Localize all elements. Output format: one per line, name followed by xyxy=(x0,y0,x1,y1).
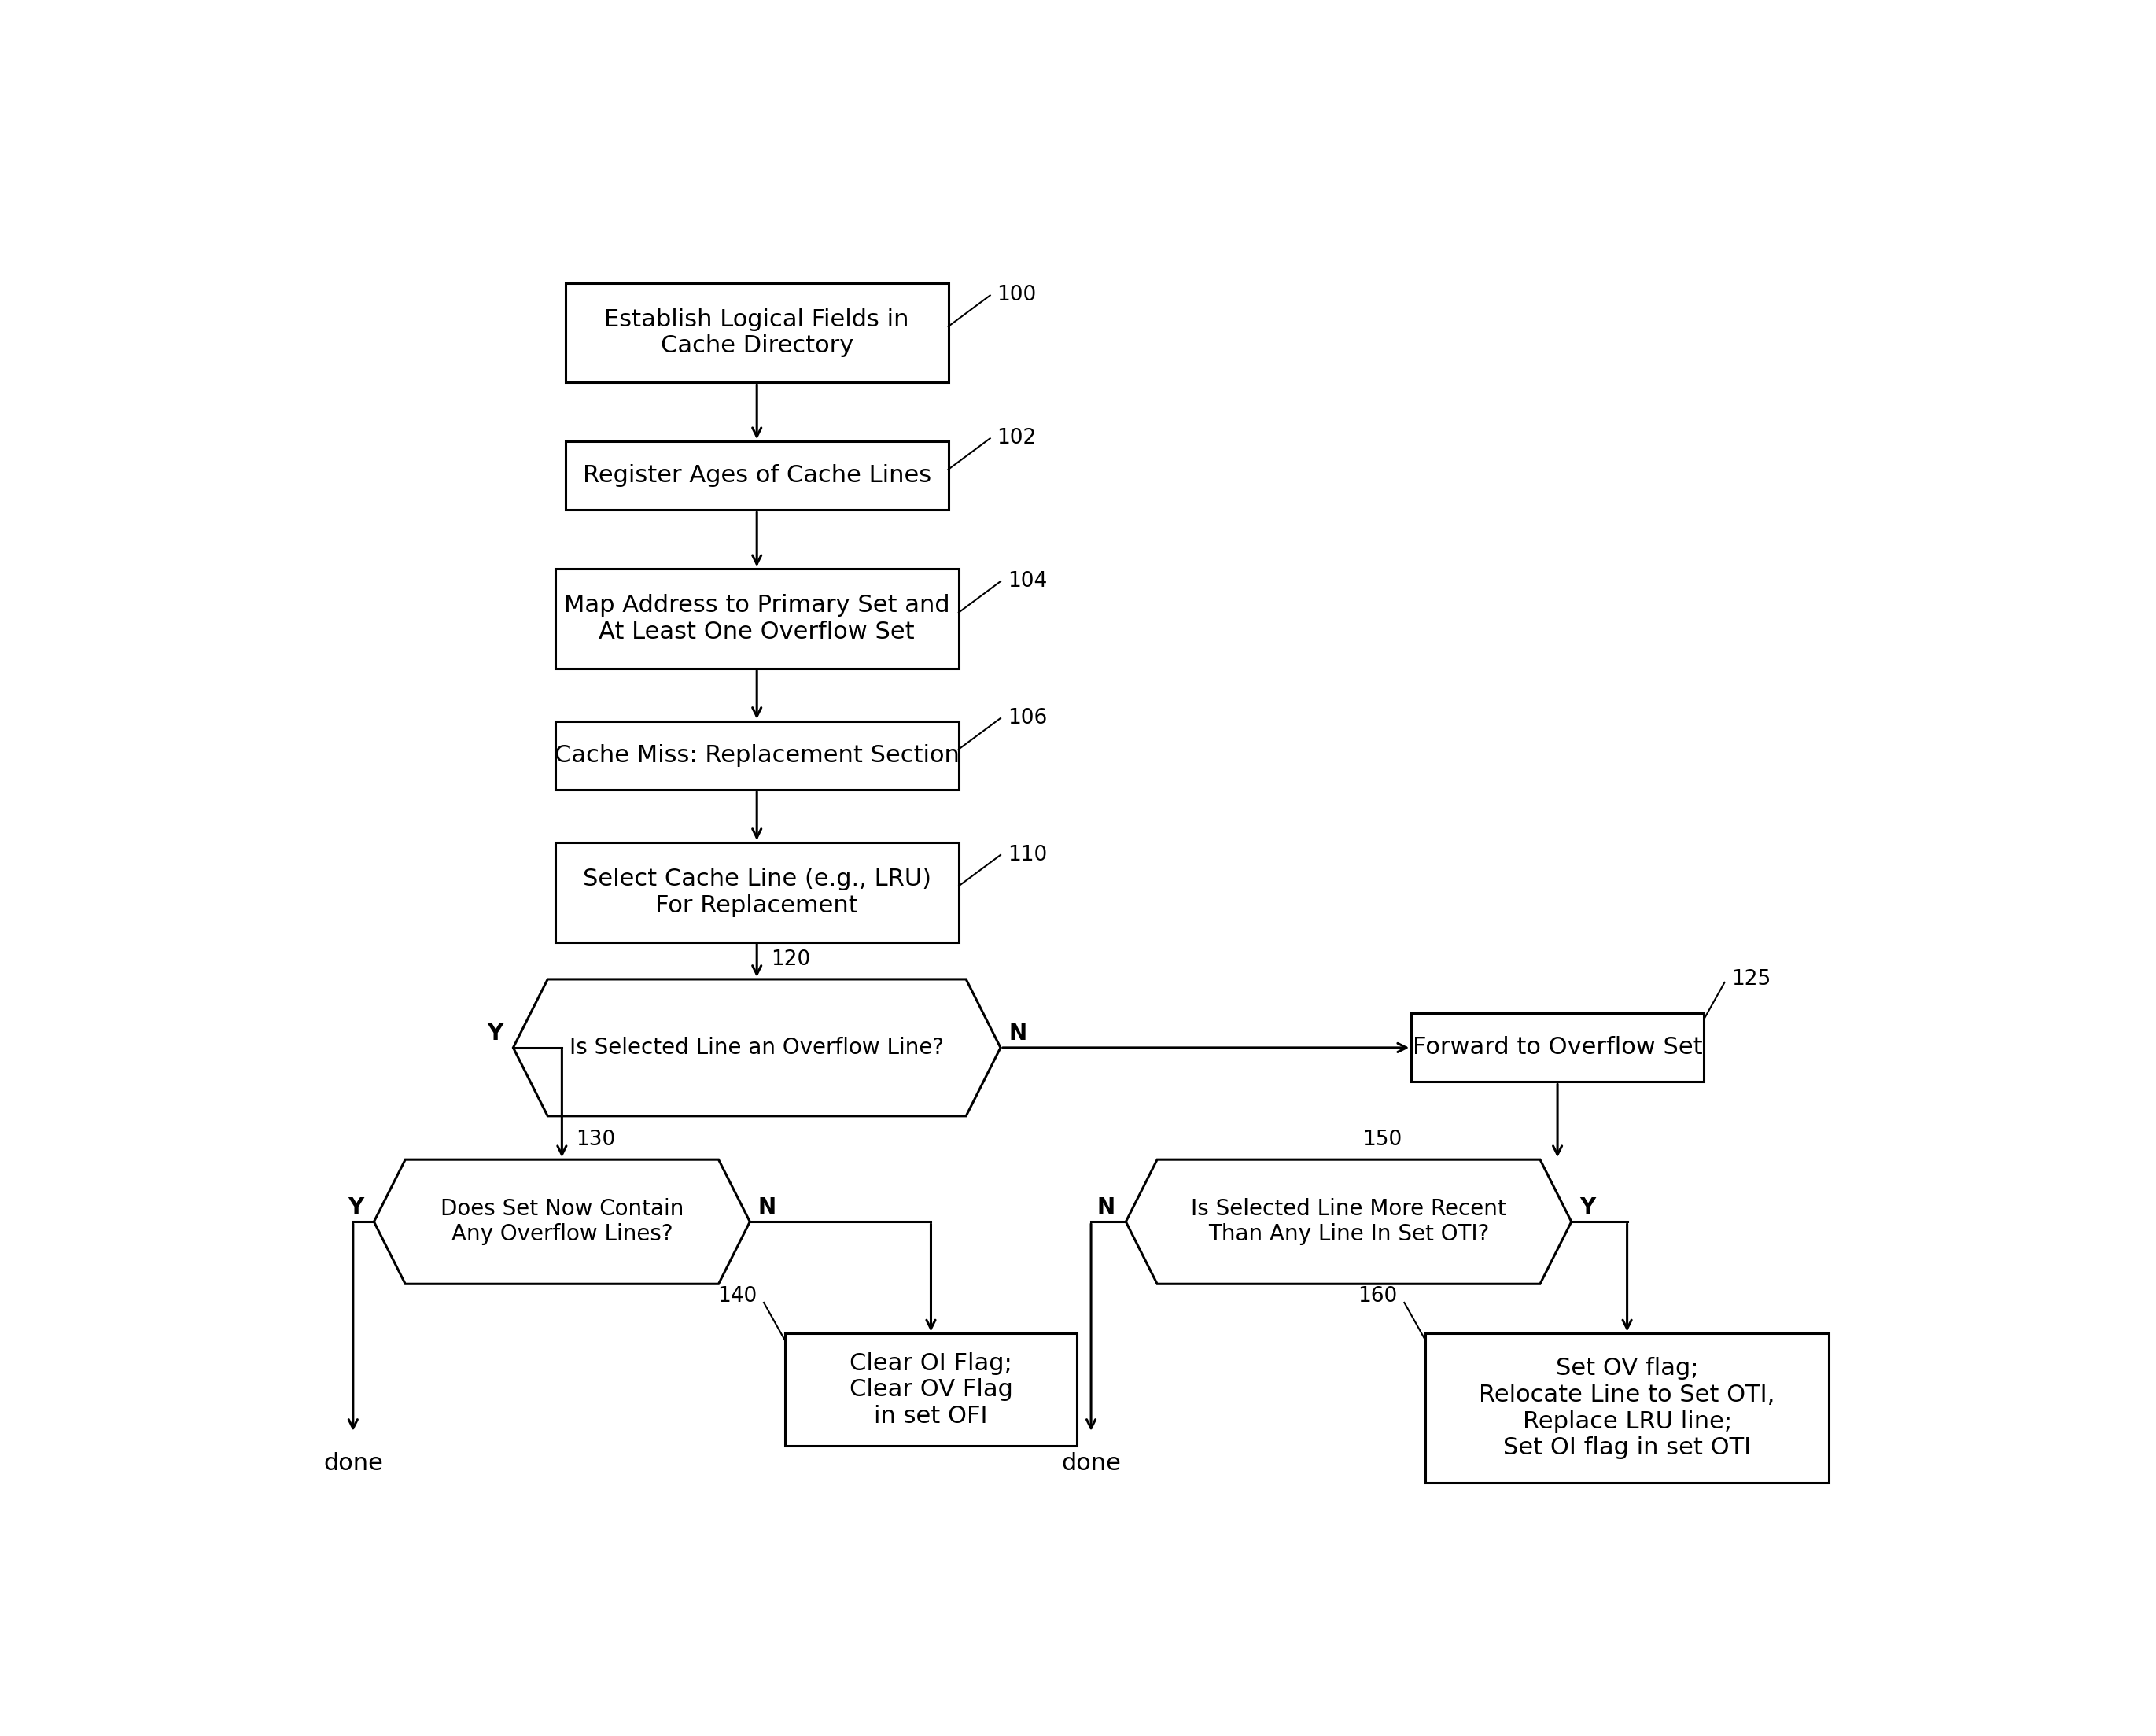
FancyBboxPatch shape xyxy=(554,569,959,668)
Polygon shape xyxy=(1125,1160,1572,1285)
Text: Set OV flag;
Relocate Line to Set OTI,
Replace LRU line;
Set OI flag in set OTI: Set OV flag; Relocate Line to Set OTI, R… xyxy=(1479,1358,1774,1460)
Text: Y: Y xyxy=(347,1196,364,1219)
FancyBboxPatch shape xyxy=(565,283,949,382)
Polygon shape xyxy=(513,979,1000,1116)
Text: Y: Y xyxy=(487,1023,502,1045)
Text: 106: 106 xyxy=(1007,708,1048,729)
Text: N: N xyxy=(1097,1196,1115,1219)
Text: 104: 104 xyxy=(1007,571,1048,592)
Text: done: done xyxy=(1061,1451,1121,1474)
Text: Clear OI Flag;
Clear OV Flag
in set OFI: Clear OI Flag; Clear OV Flag in set OFI xyxy=(849,1352,1013,1427)
Text: 160: 160 xyxy=(1358,1286,1397,1307)
Text: 102: 102 xyxy=(996,429,1037,448)
Text: N: N xyxy=(1009,1023,1026,1045)
Text: done: done xyxy=(323,1451,384,1474)
FancyBboxPatch shape xyxy=(554,720,959,790)
Text: 120: 120 xyxy=(772,950,811,970)
FancyBboxPatch shape xyxy=(1412,1014,1703,1082)
Polygon shape xyxy=(373,1160,750,1285)
Text: Is Selected Line More Recent
Than Any Line In Set OTI?: Is Selected Line More Recent Than Any Li… xyxy=(1190,1198,1507,1245)
FancyBboxPatch shape xyxy=(1425,1333,1828,1483)
Text: 150: 150 xyxy=(1363,1130,1401,1151)
Text: Map Address to Primary Set and
At Least One Overflow Set: Map Address to Primary Set and At Least … xyxy=(565,594,951,644)
Text: Y: Y xyxy=(1580,1196,1595,1219)
Text: 100: 100 xyxy=(996,285,1037,306)
Text: N: N xyxy=(759,1196,776,1219)
Text: Establish Logical Fields in
Cache Directory: Establish Logical Fields in Cache Direct… xyxy=(604,307,910,358)
Text: Cache Miss: Replacement Section: Cache Miss: Replacement Section xyxy=(554,745,959,767)
FancyBboxPatch shape xyxy=(554,842,959,943)
Text: Is Selected Line an Overflow Line?: Is Selected Line an Overflow Line? xyxy=(569,1036,944,1059)
Text: 110: 110 xyxy=(1007,845,1048,865)
FancyBboxPatch shape xyxy=(785,1333,1078,1446)
Text: 130: 130 xyxy=(576,1130,614,1151)
Text: 140: 140 xyxy=(718,1286,757,1307)
Text: Register Ages of Cache Lines: Register Ages of Cache Lines xyxy=(582,464,931,488)
FancyBboxPatch shape xyxy=(565,441,949,510)
Text: Select Cache Line (e.g., LRU)
For Replacement: Select Cache Line (e.g., LRU) For Replac… xyxy=(582,868,931,917)
Text: Forward to Overflow Set: Forward to Overflow Set xyxy=(1412,1036,1703,1059)
Text: Does Set Now Contain
Any Overflow Lines?: Does Set Now Contain Any Overflow Lines? xyxy=(440,1198,683,1245)
Text: 125: 125 xyxy=(1731,969,1770,990)
